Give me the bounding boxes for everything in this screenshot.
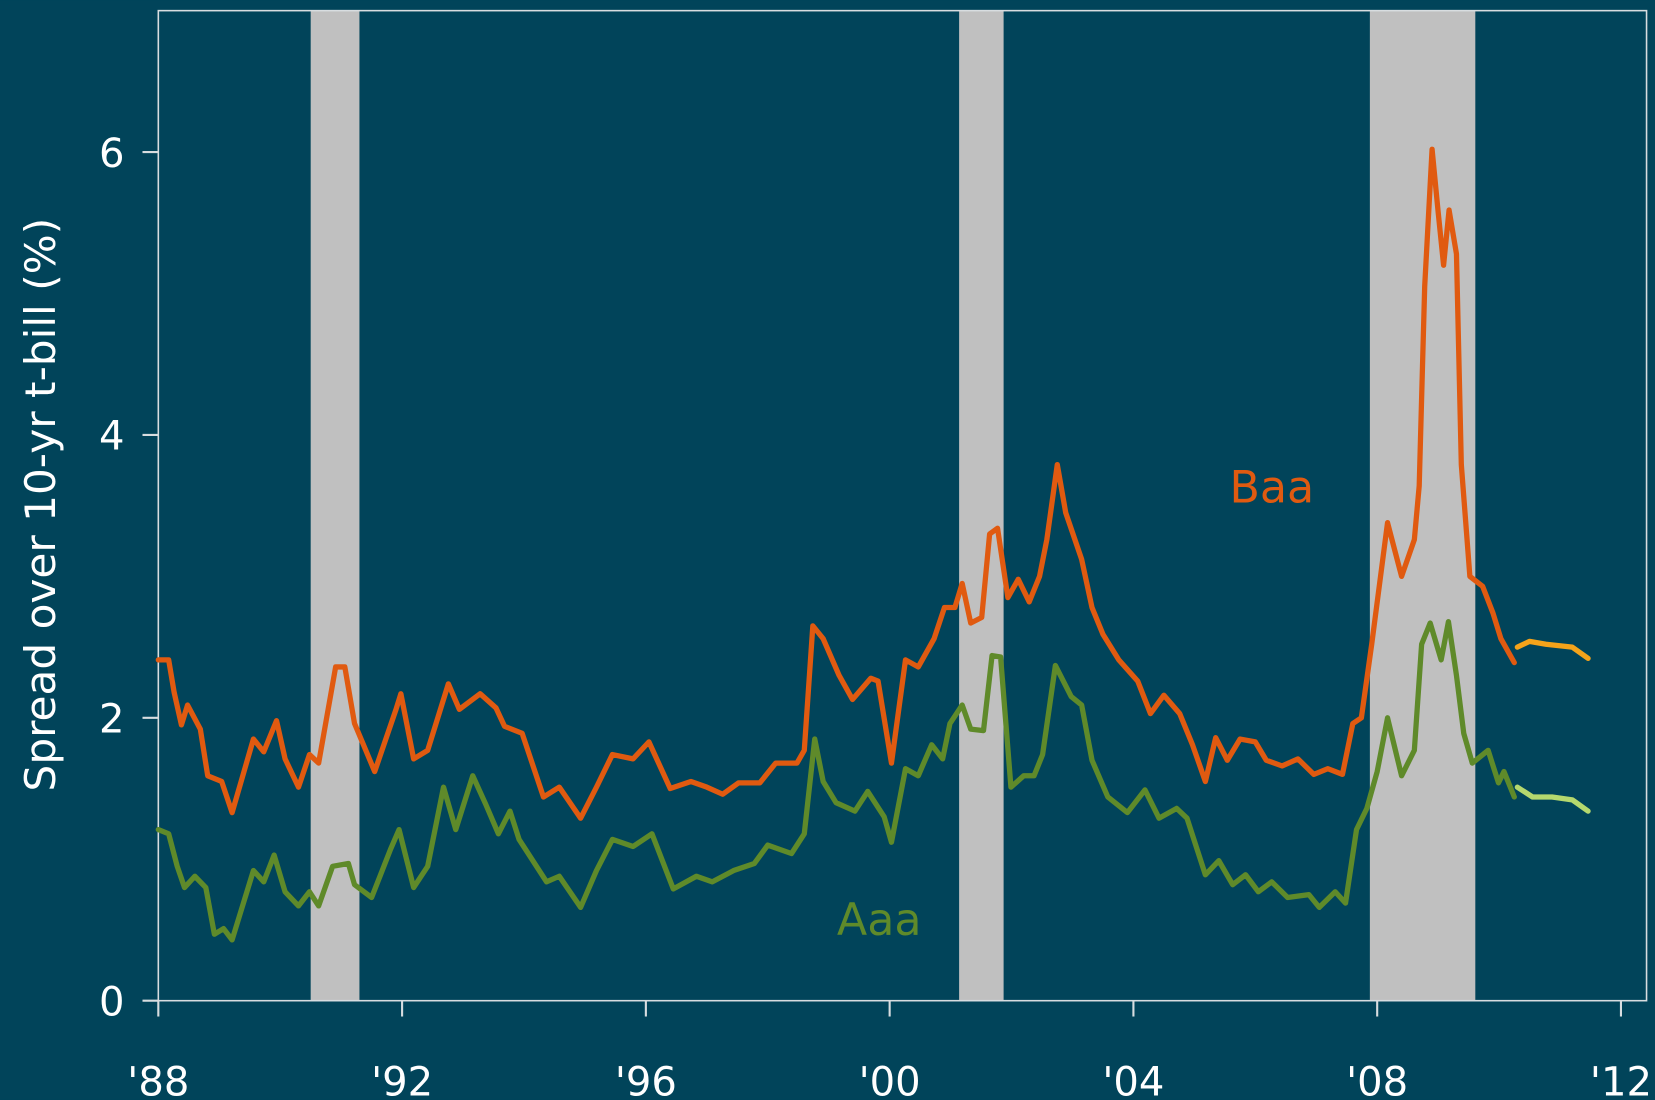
x-tick-label: '96: [615, 1060, 677, 1100]
series-line: [1514, 638, 1591, 662]
shaded-range: [310, 10, 360, 1001]
shaded-range: [1369, 10, 1476, 1001]
y-tick-label: 0: [99, 979, 125, 1025]
x-tick-label: '88: [127, 1060, 189, 1100]
y-axis-label: Spread over 10-yr t-bill (%): [16, 218, 65, 792]
series-label: Baa: [1229, 463, 1314, 514]
plot-frame: [157, 9, 1648, 1002]
series-line: [155, 619, 1517, 943]
y-tick-label: 6: [99, 131, 125, 177]
series-line: [155, 146, 1517, 821]
y-tick-label: 4: [99, 414, 125, 460]
x-tick-label: '00: [859, 1060, 921, 1100]
x-tick-label: '12: [1590, 1060, 1652, 1100]
y-tick-label: 2: [99, 697, 125, 743]
series-line: [1514, 784, 1591, 814]
shaded-range: [959, 10, 1004, 1001]
x-tick-label: '92: [371, 1060, 433, 1100]
x-tick-label: '08: [1346, 1060, 1408, 1100]
series-label: Aaa: [837, 895, 922, 946]
x-tick-label: '04: [1102, 1060, 1164, 1100]
